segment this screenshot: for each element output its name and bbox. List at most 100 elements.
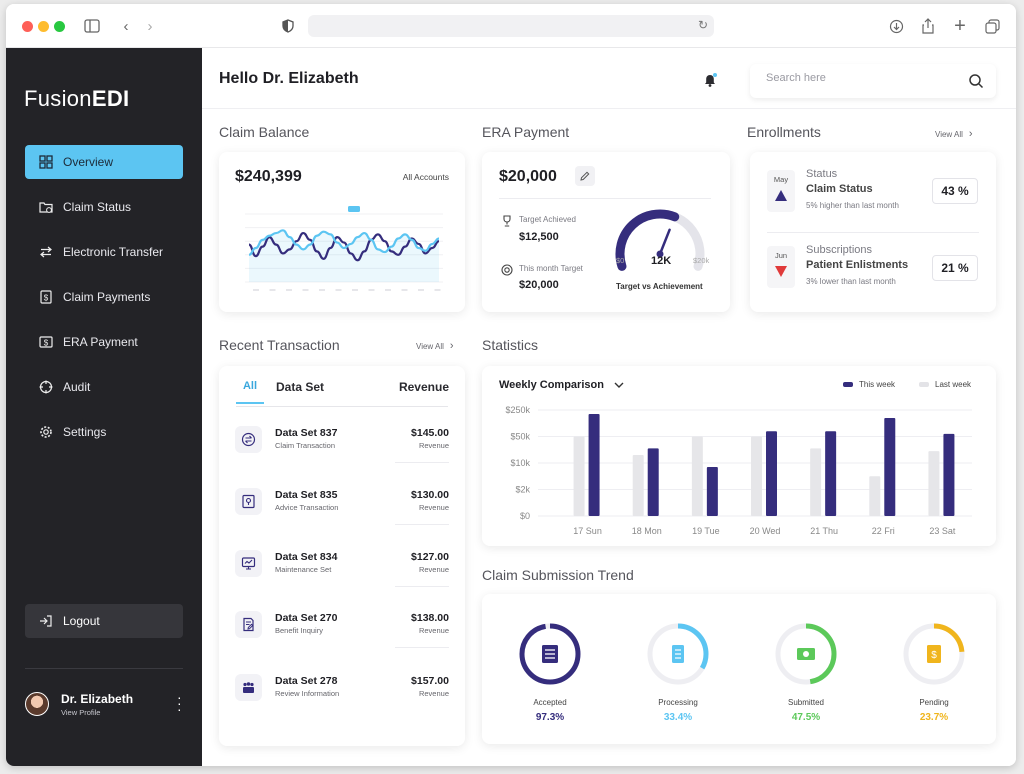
table-row[interactable]: Data Set 278 Review Information $157.00 … — [235, 670, 449, 714]
shield-icon[interactable] — [278, 16, 298, 36]
share-icon[interactable] — [918, 16, 938, 36]
profile-section[interactable]: Dr. Elizabeth View Profile · · · — [25, 690, 185, 726]
tabs-overview-icon[interactable] — [982, 16, 1002, 36]
download-icon[interactable] — [886, 16, 906, 36]
tx-revenue-label: Revenue — [418, 565, 449, 574]
bar-last-week — [928, 451, 940, 516]
arrow-up-icon — [775, 190, 787, 201]
table-row[interactable]: Data Set 270 Benefit Inquiry $138.00 Rev… — [235, 607, 449, 651]
tab-data-set[interactable]: Data Set — [276, 380, 325, 394]
logout-button[interactable]: Logout — [25, 604, 183, 638]
claim-trend-title: Claim Submission Trend — [482, 567, 634, 583]
x-tick-label: 19 Tue — [692, 526, 720, 536]
profile-name: Dr. Elizabeth — [61, 692, 134, 706]
series-line — [248, 229, 440, 256]
bell-icon[interactable] — [702, 72, 718, 88]
sidebar-item-audit[interactable]: Audit — [25, 370, 183, 404]
weekly-comparison-bar-chart: $0 $2k $10k $50k $250k 17 Sun 18 Mon 19 Tue 20 W… — [505, 405, 972, 536]
month-target-label: This month Target — [519, 264, 583, 273]
progress-ring: $ — [903, 623, 965, 685]
folder-check-icon — [38, 199, 54, 215]
x-tick-label: 23 Sat — [929, 526, 956, 536]
sidebar-item-settings[interactable]: Settings — [25, 415, 183, 449]
sidebar-item-era-payment[interactable]: $ ERA Payment — [25, 325, 183, 359]
close-window-button[interactable] — [22, 21, 33, 32]
transactions-view-all-link[interactable]: View All › — [416, 340, 454, 352]
tab-revenue[interactable]: Revenue — [398, 380, 449, 394]
x-tick-label: 20 Wed — [750, 526, 781, 536]
table-row[interactable]: Data Set 837 Claim Transaction $145.00 R… — [235, 422, 449, 466]
new-tab-icon[interactable]: + — [954, 14, 966, 37]
claim-trend-card: Accepted 97.3% Processing 33.4% Submitted 47.… — [482, 594, 996, 744]
sidebar-item-claim-status[interactable]: Claim Status — [25, 190, 183, 224]
enrollments-title: Enrollments — [747, 124, 821, 140]
edit-amount-button[interactable] — [575, 166, 595, 186]
bar-last-week — [751, 436, 762, 516]
maximize-window-button[interactable] — [54, 21, 65, 32]
view-profile-link[interactable]: View Profile — [61, 708, 101, 717]
sidebar-item-electronic-transfer[interactable]: Electronic Transfer — [25, 235, 183, 269]
bar-this-week — [943, 433, 955, 516]
gauge-fill — [615, 209, 680, 271]
enrollments-card: May Status Claim Status 5% higher than l… — [750, 152, 996, 312]
trend-item-processing: Processing 33.4% — [638, 622, 718, 732]
y-tick-label: $250k — [505, 405, 530, 415]
trend-label: Submitted — [787, 698, 825, 707]
browser-toolbar: ‹ › ↻ + — [6, 4, 1016, 48]
point-marker — [348, 206, 360, 212]
exchange-icon — [235, 426, 262, 453]
x-tick-label: 21 Thu — [810, 526, 838, 536]
forward-arrow-icon[interactable]: › — [147, 17, 153, 35]
y-tick-label: $2k — [515, 485, 530, 495]
kebab-menu-icon[interactable]: · · · — [177, 689, 182, 717]
x-tick-label: 18 Mon — [632, 526, 662, 536]
enrollments-view-all-link[interactable]: View All › — [935, 128, 973, 140]
money-icon — [797, 648, 815, 660]
back-arrow-icon[interactable]: ‹ — [123, 17, 129, 35]
target-achieved-value: $12,500 — [519, 231, 559, 243]
sidebar-item-overview[interactable]: Overview — [25, 145, 183, 179]
x-tick-label: 22 Fri — [872, 526, 895, 536]
bar-last-week — [632, 455, 644, 516]
enroll-month: May — [773, 175, 789, 184]
gauge-hub — [656, 250, 664, 258]
group-icon — [235, 674, 262, 701]
search-input[interactable] — [766, 72, 946, 84]
minimize-window-button[interactable] — [38, 21, 49, 32]
gauge-min-label: $0 — [616, 256, 625, 265]
sidebar-divider — [25, 668, 183, 669]
reload-icon[interactable]: ↻ — [697, 18, 708, 32]
tabs-divider — [236, 406, 448, 407]
tx-revenue-label: Revenue — [418, 689, 449, 698]
weekly-comparison-dropdown[interactable]: Weekly Comparison — [499, 379, 624, 391]
chevron-down-icon — [614, 382, 624, 388]
tx-name: Data Set 835 — [275, 489, 338, 501]
y-tick-label: $50k — [510, 432, 530, 442]
bar-last-week — [869, 476, 881, 516]
tx-sub: Review Information — [275, 689, 340, 698]
tx-name: Data Set 270 — [275, 612, 338, 624]
tab-all[interactable]: All — [236, 380, 264, 404]
sidebar-toggle-icon[interactable] — [82, 16, 102, 36]
table-row[interactable]: Data Set 835 Advice Transaction $130.00 … — [235, 484, 449, 528]
row-divider — [395, 647, 449, 648]
sidebar-item-claim-payments[interactable]: $ Claim Payments — [25, 280, 183, 314]
target-icon — [501, 264, 513, 276]
table-row[interactable]: Data Set 834 Maintenance Set $127.00 Rev… — [235, 546, 449, 590]
brand-logo[interactable]: FusionEDI — [24, 86, 130, 111]
address-bar[interactable]: ↻ — [308, 15, 714, 37]
gauge-needle — [658, 228, 671, 256]
search-icon[interactable] — [968, 73, 984, 89]
accounts-filter[interactable]: All Accounts — [402, 172, 449, 182]
crosshair-icon — [38, 379, 54, 395]
legend-swatch — [843, 382, 853, 387]
sidebar-item-label: Claim Status — [63, 200, 132, 214]
legend-label: Last week — [935, 380, 972, 389]
enroll-month-badge-jun: Jun — [767, 246, 795, 288]
avatar[interactable] — [25, 692, 49, 716]
main-content: Hello Dr. Elizabeth Claim Balance $240,3… — [202, 48, 1016, 766]
series-area — [249, 230, 439, 282]
enroll-title: Subscriptions — [806, 244, 873, 256]
ring-fill — [519, 623, 581, 685]
era-divider — [499, 198, 711, 199]
